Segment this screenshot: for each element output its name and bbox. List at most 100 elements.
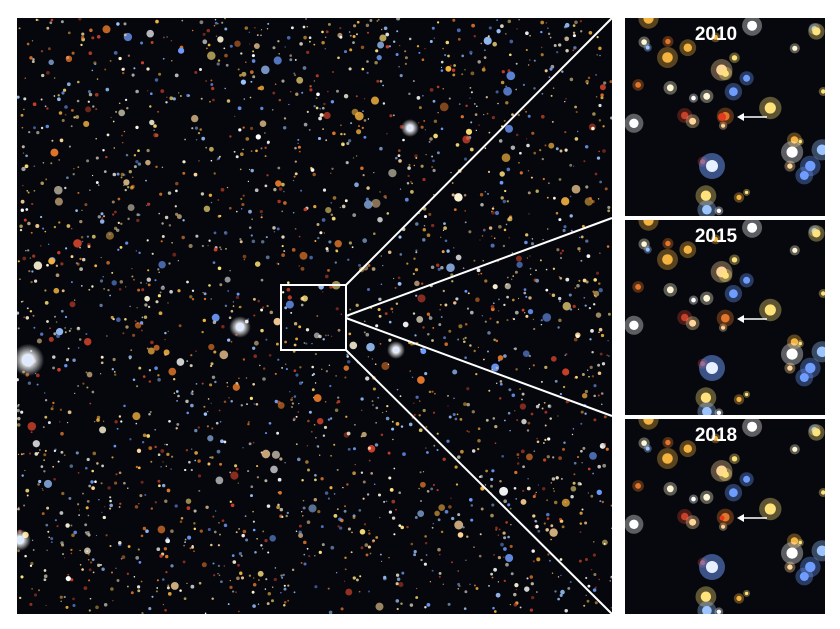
star	[598, 288, 603, 293]
star	[127, 54, 131, 57]
star	[391, 516, 396, 520]
star	[146, 202, 151, 206]
star	[260, 34, 262, 37]
star	[206, 425, 209, 428]
star	[415, 395, 419, 399]
star	[501, 153, 511, 163]
star	[525, 110, 528, 113]
star	[577, 308, 580, 310]
star	[260, 106, 264, 111]
star	[262, 548, 264, 550]
star	[112, 357, 116, 362]
star	[157, 525, 166, 534]
star	[374, 363, 377, 366]
star	[691, 95, 696, 101]
star	[303, 207, 308, 212]
star	[506, 319, 509, 322]
star	[160, 466, 162, 468]
star	[311, 365, 315, 369]
star	[100, 256, 102, 259]
star	[525, 31, 529, 36]
star	[540, 30, 543, 34]
star	[68, 496, 72, 500]
star	[17, 453, 20, 456]
star	[440, 316, 443, 318]
star	[206, 410, 209, 413]
star	[199, 529, 203, 533]
star	[418, 122, 420, 124]
star	[262, 367, 266, 370]
star	[395, 422, 400, 426]
star	[516, 28, 518, 30]
star	[131, 275, 134, 278]
star	[249, 70, 254, 74]
star	[565, 277, 570, 282]
star	[253, 577, 255, 579]
star	[532, 364, 535, 367]
star	[313, 105, 316, 108]
star	[293, 343, 297, 347]
star	[700, 392, 712, 403]
star	[344, 505, 346, 508]
star	[457, 37, 461, 41]
star	[215, 510, 217, 512]
star	[743, 74, 751, 82]
star	[414, 268, 419, 272]
star	[247, 423, 250, 426]
star	[346, 431, 351, 436]
star	[294, 172, 298, 176]
star	[228, 397, 230, 399]
star	[297, 142, 299, 144]
star	[369, 552, 372, 555]
star	[315, 97, 318, 99]
star	[123, 130, 126, 133]
star	[481, 235, 484, 237]
star	[111, 571, 113, 574]
star	[323, 102, 326, 106]
star	[309, 255, 313, 260]
star	[600, 93, 604, 97]
star	[583, 296, 586, 299]
star	[203, 292, 207, 296]
star	[95, 156, 99, 160]
star	[731, 257, 738, 263]
star	[99, 279, 104, 283]
star	[509, 429, 511, 432]
star	[363, 135, 367, 139]
star	[361, 126, 364, 130]
star	[173, 392, 176, 395]
star	[302, 66, 307, 70]
star	[308, 128, 311, 131]
star	[283, 250, 286, 253]
star	[42, 227, 45, 230]
star	[208, 193, 213, 197]
star	[160, 449, 165, 453]
star	[102, 515, 106, 520]
star	[168, 419, 171, 423]
star	[446, 263, 455, 273]
star	[570, 485, 577, 492]
star	[170, 581, 179, 590]
star	[519, 151, 522, 155]
star	[572, 304, 576, 309]
star	[400, 425, 404, 428]
star	[507, 69, 511, 73]
star	[322, 434, 326, 437]
star	[574, 105, 577, 109]
star	[434, 392, 436, 395]
star	[573, 461, 577, 465]
star	[387, 250, 392, 255]
star	[518, 19, 520, 21]
star	[586, 599, 590, 603]
star	[397, 276, 401, 280]
star	[514, 347, 517, 351]
star	[591, 375, 595, 378]
star	[260, 308, 264, 312]
star	[101, 217, 104, 219]
star	[377, 18, 380, 21]
star	[176, 214, 182, 220]
star	[50, 407, 54, 411]
star	[327, 22, 331, 26]
star	[136, 218, 140, 223]
star	[153, 132, 158, 138]
